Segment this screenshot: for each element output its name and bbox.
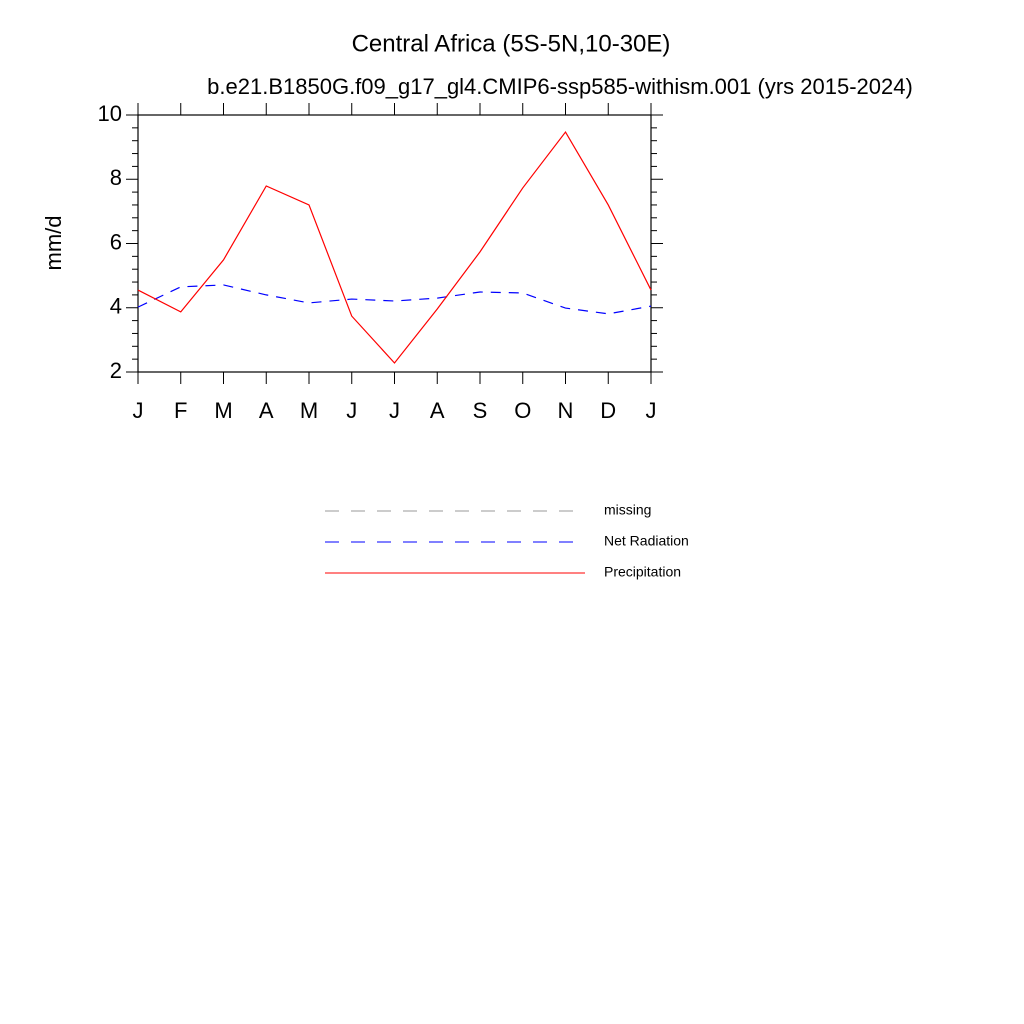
chart-subtitle: b.e21.B1850G.f09_g17_gl4.CMIP6-ssp585-wi… <box>207 74 913 99</box>
series-line <box>137 130 652 364</box>
x-tick-label: J <box>346 398 357 423</box>
x-tick-label: N <box>558 398 574 423</box>
y-tick-label: 6 <box>110 229 122 254</box>
x-tick-label: M <box>300 398 318 423</box>
y-axis-label: mm/d <box>41 216 66 271</box>
y-tick-label: 8 <box>110 165 122 190</box>
x-tick-label: M <box>214 398 232 423</box>
legend-label: Net Radiation <box>604 533 689 549</box>
x-tick-label: F <box>174 398 187 423</box>
series-line <box>137 284 652 315</box>
x-tick-label: A <box>430 398 445 423</box>
x-tick-label: D <box>600 398 616 423</box>
y-tick-label: 2 <box>110 358 122 383</box>
x-tick-label: A <box>259 398 274 423</box>
x-tick-label: S <box>473 398 488 423</box>
x-tick-label: O <box>514 398 531 423</box>
legend-label: Precipitation <box>604 564 681 580</box>
legend-label: missing <box>604 502 651 518</box>
x-tick-label: J <box>646 398 657 423</box>
y-tick-label: 4 <box>110 294 122 319</box>
x-tick-label: J <box>133 398 144 423</box>
x-tick-label: J <box>389 398 400 423</box>
chart-title: Central Africa (5S-5N,10-30E) <box>352 30 671 57</box>
plot-frame <box>137 114 652 373</box>
y-tick-label: 10 <box>98 101 122 126</box>
